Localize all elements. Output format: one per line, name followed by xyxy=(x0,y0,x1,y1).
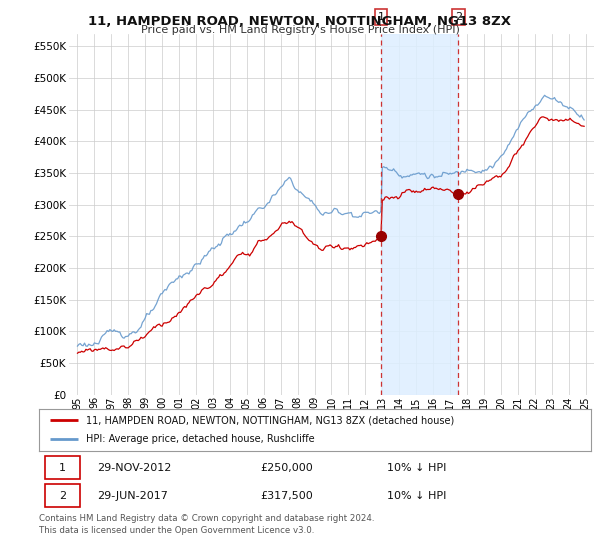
Text: 2: 2 xyxy=(59,491,66,501)
Text: £250,000: £250,000 xyxy=(260,463,313,473)
Text: 10% ↓ HPI: 10% ↓ HPI xyxy=(387,463,446,473)
FancyBboxPatch shape xyxy=(44,456,80,479)
Text: 2: 2 xyxy=(455,12,462,22)
Bar xyxy=(381,34,458,395)
Text: 11, HAMPDEN ROAD, NEWTON, NOTTINGHAM, NG13 8ZX (detached house): 11, HAMPDEN ROAD, NEWTON, NOTTINGHAM, NG… xyxy=(86,415,454,425)
Text: Contains HM Land Registry data © Crown copyright and database right 2024.
This d: Contains HM Land Registry data © Crown c… xyxy=(39,514,374,535)
Text: 29-NOV-2012: 29-NOV-2012 xyxy=(97,463,172,473)
Text: £317,500: £317,500 xyxy=(260,491,313,501)
Text: 1: 1 xyxy=(59,463,66,473)
Text: 29-JUN-2017: 29-JUN-2017 xyxy=(97,491,168,501)
Text: 11, HAMPDEN ROAD, NEWTON, NOTTINGHAM, NG13 8ZX: 11, HAMPDEN ROAD, NEWTON, NOTTINGHAM, NG… xyxy=(89,15,511,27)
Text: 10% ↓ HPI: 10% ↓ HPI xyxy=(387,491,446,501)
FancyBboxPatch shape xyxy=(44,484,80,507)
Text: HPI: Average price, detached house, Rushcliffe: HPI: Average price, detached house, Rush… xyxy=(86,435,314,445)
Text: 1: 1 xyxy=(377,12,385,22)
Text: Price paid vs. HM Land Registry's House Price Index (HPI): Price paid vs. HM Land Registry's House … xyxy=(140,25,460,35)
